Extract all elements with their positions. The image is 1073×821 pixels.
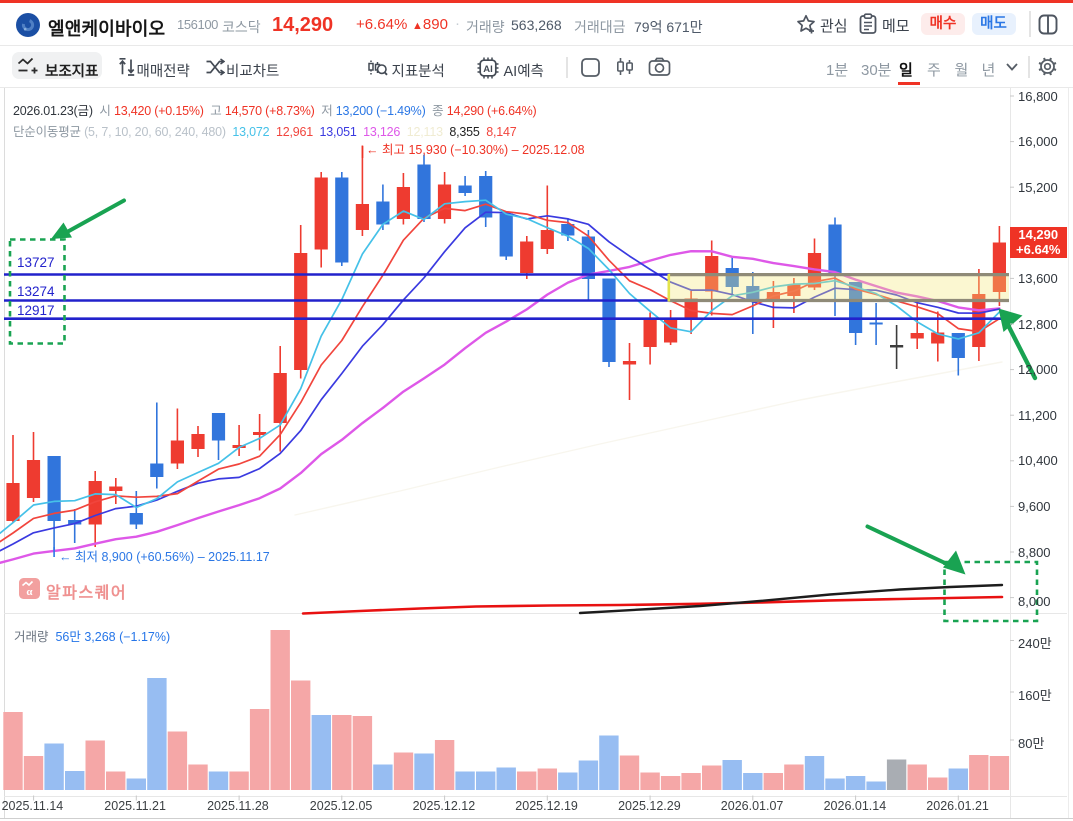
svg-text:AI: AI xyxy=(483,63,493,74)
svg-text:α: α xyxy=(26,586,33,598)
